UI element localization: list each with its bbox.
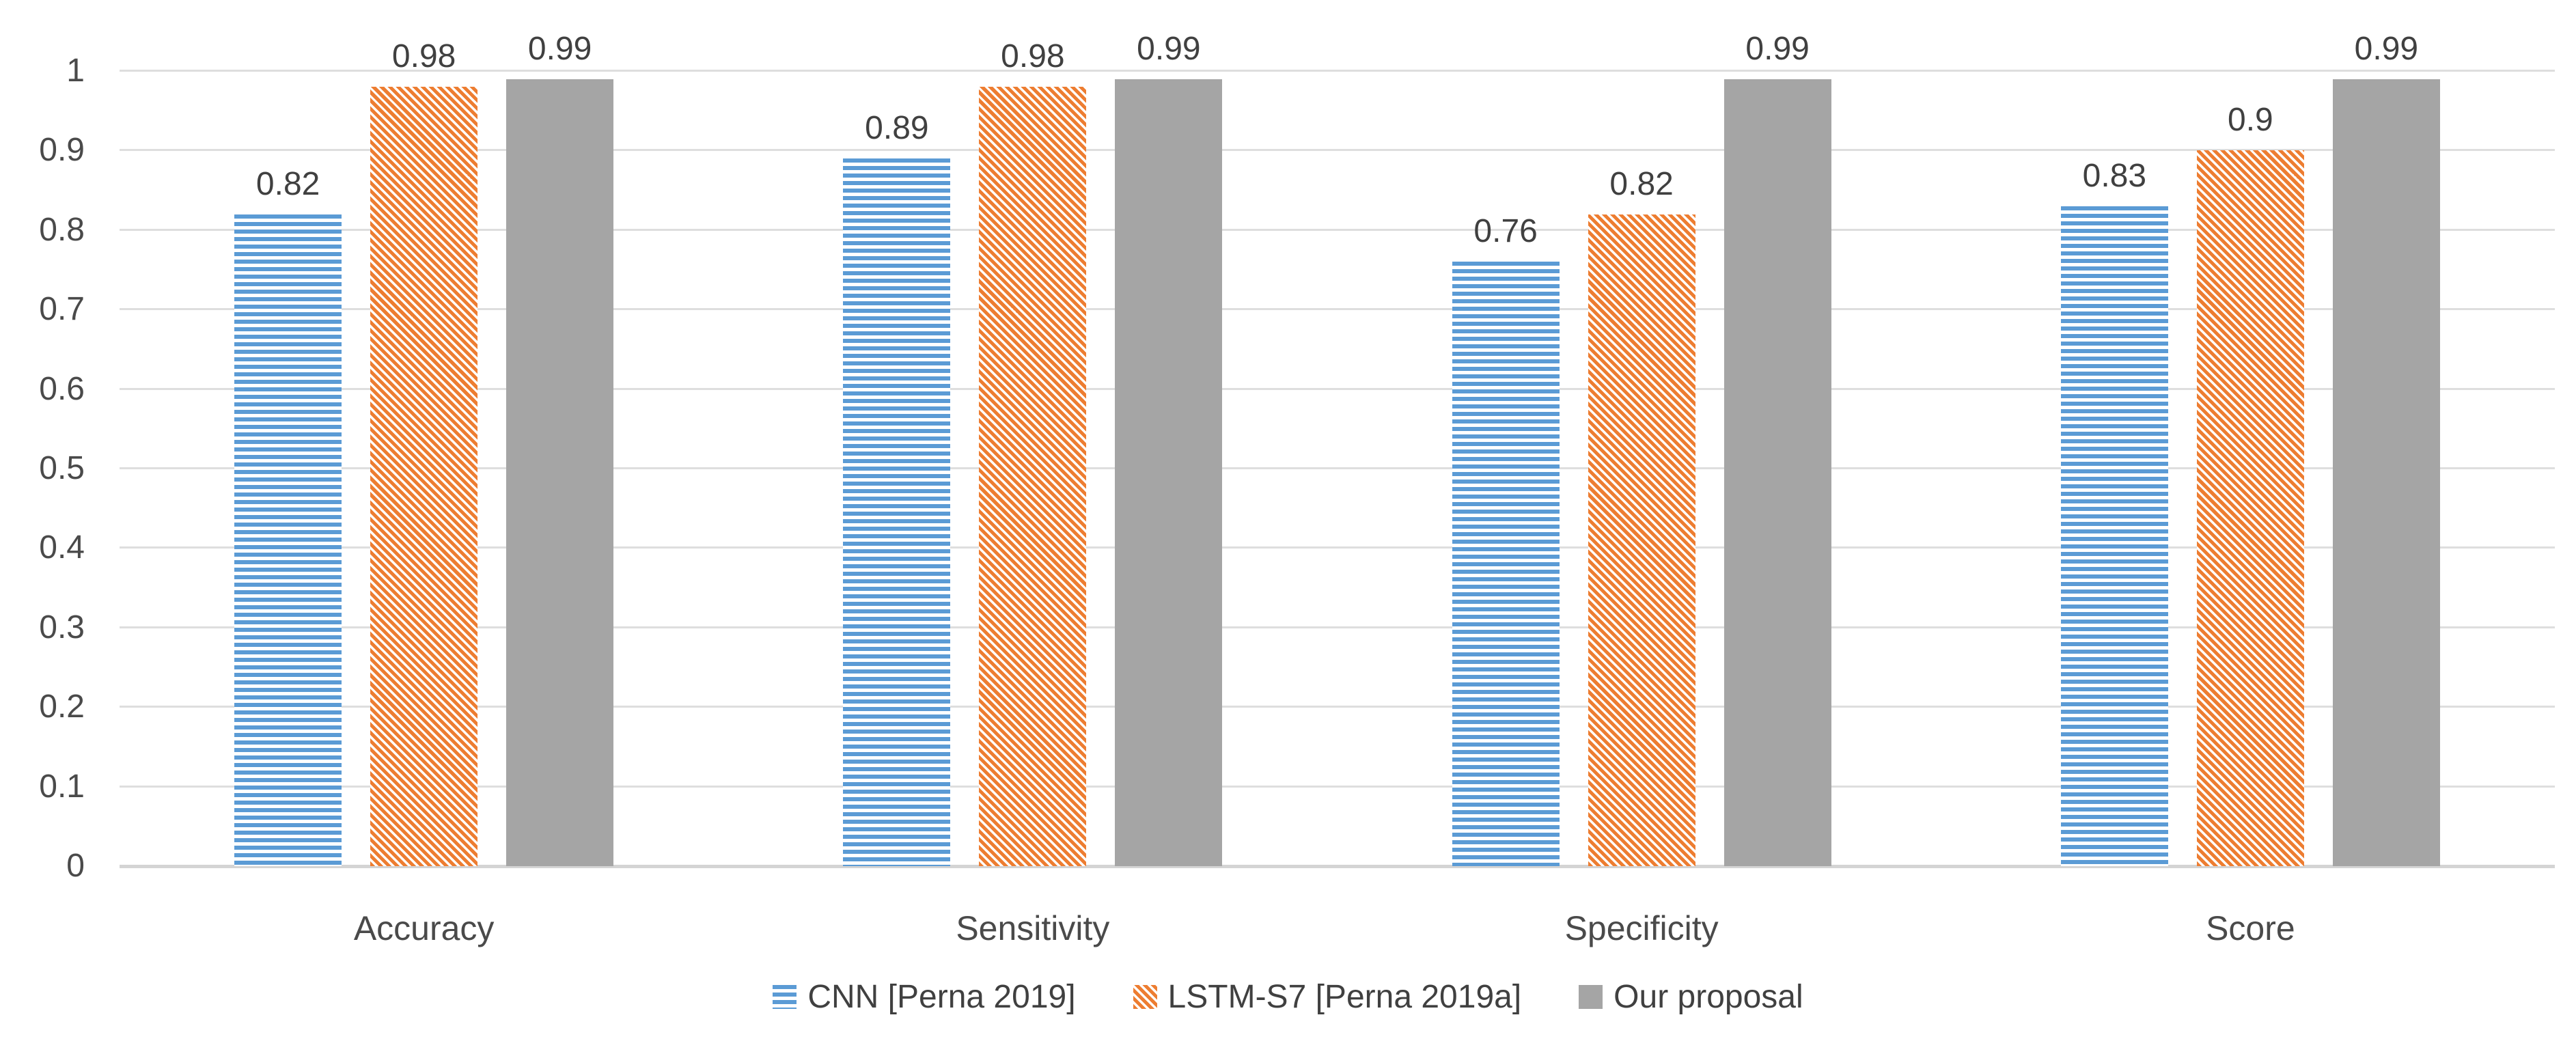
bar-our-proposal-score <box>2332 79 2440 866</box>
bar-cnn-perna-2019-score <box>2060 206 2168 866</box>
bar-slot: 0.82 <box>234 71 342 866</box>
bar-lstm-s7-perna-2019a-specificity <box>1588 214 1695 866</box>
y-axis-tick-label: 0.8 <box>39 211 85 248</box>
bar-slot: 0.99 <box>2332 32 2440 866</box>
legend: CNN [Perna 2019] LSTM-S7 [Perna 2019a] Our… <box>0 978 2576 1016</box>
bar-slot: 0.9 <box>2196 71 2304 866</box>
y-axis-tick-label: 0.3 <box>39 609 85 646</box>
y-axis-tick-label: 0 <box>66 848 85 884</box>
gridline <box>120 70 2555 72</box>
gridline <box>120 626 2555 628</box>
bar-slot: 0.89 <box>843 71 951 866</box>
bar-our-proposal-specificity <box>1723 79 1831 866</box>
bar-lstm-s7-perna-2019a-accuracy <box>370 87 478 866</box>
bar-our-proposal-accuracy <box>506 79 614 866</box>
bar-data-label: 0.98 <box>391 38 456 75</box>
bar-slot: 0.83 <box>2060 71 2168 866</box>
plot-area: 0.82 0.98 0.99 0.89 0.98 0.99 0.76 0.82 0.99 0.83… <box>120 32 2555 868</box>
y-axis-tick-label: 0.7 <box>39 291 85 328</box>
gridline <box>120 785 2555 788</box>
x-axis: Accuracy Sensitivity Specificity Score <box>120 908 2555 948</box>
gridline <box>120 228 2555 231</box>
y-axis-tick-label: 0.2 <box>39 689 85 725</box>
bar-data-label: 0.99 <box>1137 30 1201 67</box>
legend-item-lstm-s7-perna-2019a: LSTM-S7 [Perna 2019a] <box>1133 978 1522 1016</box>
bar-lstm-s7-perna-2019a-sensitivity <box>979 87 1087 866</box>
bar-data-label: 0.82 <box>255 165 320 202</box>
bar-data-label: 0.9 <box>2228 102 2273 139</box>
bar-slot: 0.99 <box>506 32 614 866</box>
legend-label: CNN [Perna 2019] <box>807 979 1076 1015</box>
bar-slot: 0.82 <box>1588 71 1695 866</box>
legend-item-cnn-perna-2019: CNN [Perna 2019] <box>773 978 1076 1016</box>
bar-lstm-s7-perna-2019a-score <box>2196 150 2304 866</box>
bar-data-label: 0.89 <box>865 110 929 147</box>
category-label-sensitivity: Sensitivity <box>956 909 1110 947</box>
bar-slot: 0.99 <box>1723 32 1831 866</box>
legend-swatch-icon <box>1579 985 1603 1009</box>
bar-group-specificity: 0.76 0.82 0.99 <box>1338 32 1946 866</box>
bar-our-proposal-sensitivity <box>1115 79 1223 866</box>
category-label-score: Score <box>2206 909 2295 947</box>
legend-item-our-proposal: Our proposal <box>1579 978 1803 1016</box>
y-axis-tick-label: 1 <box>66 53 85 89</box>
y-axis-tick-label: 0.6 <box>39 370 85 407</box>
gridline <box>120 546 2555 549</box>
bar-group-score: 0.83 0.9 0.99 <box>1946 32 2555 866</box>
legend-label: LSTM-S7 [Perna 2019a] <box>1167 979 1522 1015</box>
gridline <box>120 467 2555 469</box>
bar-data-label: 0.83 <box>2082 157 2147 194</box>
gridline <box>120 308 2555 311</box>
bar-group-sensitivity: 0.89 0.98 0.99 <box>728 32 1337 866</box>
bar-slot: 0.98 <box>370 40 478 866</box>
bar-cnn-perna-2019-accuracy <box>234 214 342 866</box>
bar-slot: 0.98 <box>979 40 1087 866</box>
y-axis-tick-label: 0.5 <box>39 450 85 486</box>
bar-slot: 0.76 <box>1452 71 1560 866</box>
bar-data-label: 0.99 <box>1745 30 1810 67</box>
gridline <box>120 387 2555 390</box>
bar-group-accuracy: 0.82 0.98 0.99 <box>120 32 728 866</box>
bar-cnn-perna-2019-specificity <box>1452 262 1560 866</box>
bar-data-label: 0.99 <box>2354 30 2419 67</box>
bar-groups: 0.82 0.98 0.99 0.89 0.98 0.99 0.76 0.82 0.99 0.83… <box>120 32 2555 866</box>
bar-cnn-perna-2019-sensitivity <box>843 158 951 866</box>
y-axis-tick-label: 0.1 <box>39 768 85 805</box>
bar-data-label: 0.76 <box>1473 213 1538 250</box>
y-axis-tick-label: 0.9 <box>39 132 85 169</box>
bar-data-label: 0.82 <box>1609 165 1674 202</box>
legend-swatch-icon <box>773 985 797 1009</box>
gridline <box>120 706 2555 708</box>
bar-data-label: 0.98 <box>1001 38 1065 75</box>
bar-slot: 0.99 <box>1115 32 1223 866</box>
gridline <box>120 149 2555 152</box>
category-label-accuracy: Accuracy <box>353 909 495 947</box>
category-label-specificity: Specificity <box>1564 909 1719 947</box>
gridline <box>120 865 2555 868</box>
legend-swatch-icon <box>1133 985 1157 1009</box>
legend-label: Our proposal <box>1614 979 1803 1015</box>
y-axis: 1 0.9 0.8 0.7 0.6 0.5 0.4 0.3 0.2 0.1 0 <box>0 55 89 883</box>
y-axis-tick-label: 0.4 <box>39 529 85 566</box>
bar-data-label: 0.99 <box>527 30 592 67</box>
